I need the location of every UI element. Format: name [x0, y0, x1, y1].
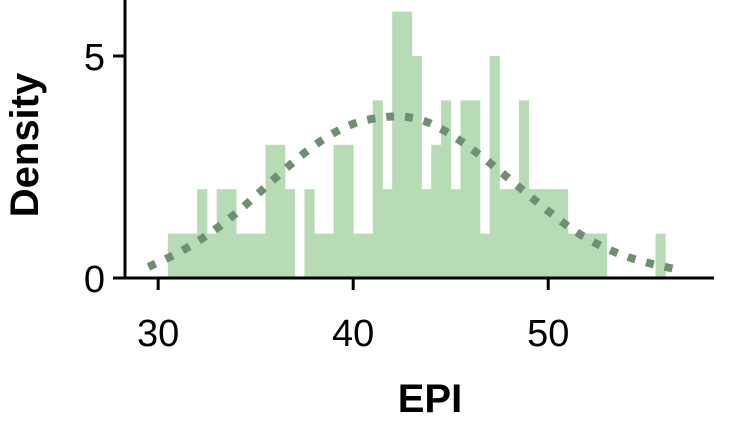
histogram-bar: [528, 189, 539, 278]
histogram-bar: [226, 189, 237, 278]
histogram-bar: [333, 144, 344, 278]
x-axis-ticks: 30 40 50: [137, 278, 569, 355]
histogram-bar: [362, 233, 374, 278]
histogram-bar: [440, 100, 452, 279]
histogram-bar: [216, 189, 227, 278]
histogram-bar: [509, 189, 520, 278]
histogram-bar: [275, 144, 286, 278]
histogram-bar: [236, 233, 247, 278]
histogram-bar: [431, 144, 442, 278]
histogram-bar: [177, 233, 188, 278]
histogram-bar: [284, 189, 296, 278]
histogram-bars: [167, 11, 666, 279]
histogram-bar: [538, 189, 549, 278]
histogram-bar: [353, 233, 364, 278]
x-axis-title: EPI: [398, 377, 462, 421]
histogram-bar: [401, 11, 413, 278]
histogram-bar: [548, 189, 559, 278]
y-axis-ticks: 05: [84, 37, 125, 301]
y-tick-label: 5: [84, 37, 105, 79]
y-axis-title: Density: [3, 72, 47, 217]
histogram-bar: [343, 144, 354, 278]
histogram-bar: [323, 233, 335, 278]
histogram-bar: [450, 189, 461, 278]
histogram-bar: [577, 233, 588, 278]
y-tick-label: 0: [84, 259, 105, 301]
density-curve: [146, 112, 676, 274]
axes: [123, 0, 714, 280]
histogram-bar: [489, 56, 500, 278]
histogram-bar: [557, 189, 569, 278]
histogram-bar: [499, 189, 510, 278]
histogram-bar: [411, 56, 422, 278]
histogram-bar: [255, 233, 266, 278]
x-tick-label: 50: [527, 313, 569, 355]
histogram-bar: [167, 233, 179, 278]
histogram-bar: [245, 233, 257, 278]
histogram-bar: [567, 233, 578, 278]
histogram-bar: [596, 233, 608, 278]
x-tick-label: 40: [332, 313, 374, 355]
histogram-bar: [265, 144, 276, 278]
histogram-bar: [206, 233, 218, 278]
x-tick-label: 30: [137, 313, 179, 355]
histogram-bar: [470, 100, 481, 279]
histogram-bar: [187, 233, 198, 278]
histogram-bar: [587, 233, 598, 278]
histogram-bar: [382, 189, 393, 278]
histogram-bar: [314, 233, 325, 278]
histogram-bar: [372, 100, 383, 279]
histogram-bar: [655, 233, 666, 278]
histogram-bar: [421, 189, 432, 278]
histogram-bar: [479, 233, 491, 278]
histogram-bar: [304, 189, 315, 278]
histogram-bar: [460, 100, 471, 279]
histogram-bar: [392, 11, 403, 278]
density-curve-line: [146, 112, 676, 274]
